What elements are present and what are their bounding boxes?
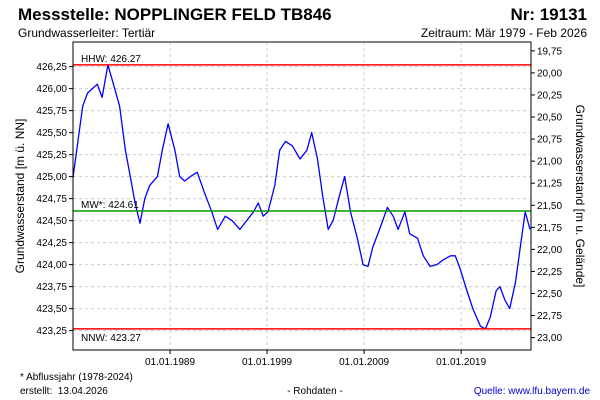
y2-tick-label: 20,25 bbox=[537, 90, 562, 101]
created-date: erstellt: 13.04.2026 bbox=[20, 386, 108, 397]
y-tick-label: 424,50 bbox=[36, 216, 67, 227]
y-tick-label: 424,75 bbox=[36, 194, 67, 205]
y2-axis-label: Grundwasserstand [m u. Gelände] bbox=[573, 105, 587, 288]
reference-label: MW*: 424.61 bbox=[81, 200, 139, 211]
footnote: * Abflussjahr (1978-2024) bbox=[20, 372, 133, 383]
plot-frame bbox=[72, 41, 532, 351]
reference-label: HHW: 426.27 bbox=[81, 54, 141, 65]
y-tick-label: 423,75 bbox=[36, 282, 67, 293]
y2-tick-label: 22,25 bbox=[537, 267, 562, 278]
y-tick-label: 425,50 bbox=[36, 128, 67, 139]
y-tick-label: 425,25 bbox=[36, 150, 67, 161]
x-tick-label: 01.01.2009 bbox=[339, 357, 389, 368]
x-tick-label: 01.01.1999 bbox=[242, 357, 292, 368]
y-tick-label: 426,25 bbox=[36, 62, 67, 73]
y2-tick-label: 21,00 bbox=[537, 157, 562, 168]
y-tick-label: 425,00 bbox=[36, 172, 67, 183]
x-tick-label: 01.01.2019 bbox=[436, 357, 486, 368]
source: Quelle: www.lfu.bayern.de bbox=[474, 386, 591, 397]
x-tick-label: 01.01.1989 bbox=[145, 357, 195, 368]
y2-tick-label: 21,75 bbox=[537, 223, 562, 234]
y2-tick-label: 22,50 bbox=[537, 289, 562, 300]
y-tick-label: 423,50 bbox=[36, 304, 67, 315]
y-tick-label: 424,00 bbox=[36, 260, 67, 271]
y2-tick-label: 22,00 bbox=[537, 245, 562, 256]
y-tick-label: 426,00 bbox=[36, 84, 67, 95]
data-kind: - Rohdaten - bbox=[287, 386, 343, 397]
y2-tick-label: 22,75 bbox=[537, 311, 562, 322]
y2-tick-label: 20,50 bbox=[537, 113, 562, 124]
y-tick-label: 425,75 bbox=[36, 106, 67, 117]
data-line bbox=[72, 64, 531, 330]
period: Zeitraum: Mär 1979 - Feb 2026 bbox=[421, 26, 587, 40]
y2-tick-label: 23,00 bbox=[537, 333, 562, 344]
y2-tick-label: 21,25 bbox=[537, 179, 562, 190]
y2-tick-label: 19,75 bbox=[537, 46, 562, 57]
reference-label: NNW: 423.27 bbox=[81, 333, 141, 344]
y-tick-label: 423,25 bbox=[36, 326, 67, 337]
y-tick-label: 424,25 bbox=[36, 238, 67, 249]
y-axis-label: Grundwasserstand [m ü. NN] bbox=[13, 119, 27, 274]
y2-tick-label: 21,50 bbox=[537, 201, 562, 212]
y2-tick-label: 20,00 bbox=[537, 68, 562, 79]
chart-title: Messstelle: NOPPLINGER FELD TB846 bbox=[18, 5, 332, 24]
station-number: Nr: 19131 bbox=[510, 5, 587, 24]
chart-subtitle: Grundwasserleiter: Tertiär bbox=[18, 26, 155, 40]
y2-tick-label: 20,75 bbox=[537, 135, 562, 146]
